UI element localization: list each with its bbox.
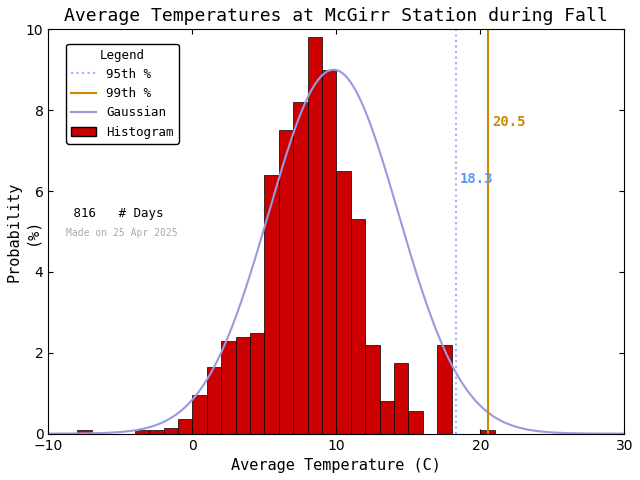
Text: 816   # Days: 816 # Days: [66, 207, 163, 220]
Y-axis label: Probability
(%): Probability (%): [7, 181, 39, 282]
Bar: [437, 345, 452, 433]
Bar: [380, 401, 394, 433]
X-axis label: Average Temperature (C): Average Temperature (C): [232, 458, 442, 473]
Bar: [264, 175, 279, 433]
Title: Average Temperatures at McGirr Station during Fall: Average Temperatures at McGirr Station d…: [65, 7, 608, 25]
Bar: [408, 411, 423, 433]
Bar: [207, 367, 221, 433]
Text: 20.5: 20.5: [492, 115, 525, 129]
Bar: [308, 37, 322, 433]
Bar: [149, 430, 164, 433]
Bar: [365, 345, 380, 433]
Legend: 95th %, 99th %, Gaussian, Histogram: 95th %, 99th %, Gaussian, Histogram: [66, 44, 179, 144]
Text: 18.3: 18.3: [460, 172, 493, 186]
Bar: [394, 363, 408, 433]
Bar: [279, 131, 293, 433]
Bar: [293, 102, 308, 433]
Text: Made on 25 Apr 2025: Made on 25 Apr 2025: [66, 228, 177, 238]
Bar: [337, 171, 351, 433]
Bar: [322, 70, 337, 433]
Bar: [135, 430, 149, 433]
Bar: [221, 341, 236, 433]
Bar: [250, 333, 264, 433]
Bar: [236, 336, 250, 433]
Bar: [178, 420, 193, 433]
Bar: [193, 395, 207, 433]
Bar: [351, 219, 365, 433]
Bar: [164, 428, 178, 433]
Bar: [481, 430, 495, 433]
Bar: [77, 431, 92, 433]
